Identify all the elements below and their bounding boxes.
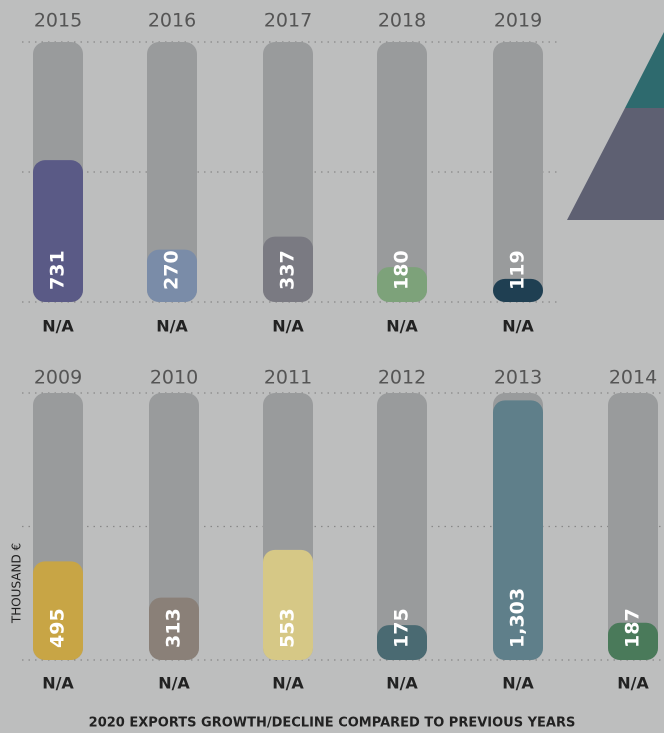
data-label: 187 — [622, 608, 644, 648]
bar — [33, 160, 83, 302]
decor-triangle — [625, 32, 664, 108]
decor-shape — [567, 108, 664, 220]
annotation: N/A — [617, 674, 649, 693]
footer: 2020 EXPORTS GROWTH/DECLINE COMPARED TO … — [89, 716, 576, 731]
x-tick-label: 2012 — [378, 367, 426, 389]
bar-track — [149, 393, 199, 660]
x-tick-label: 2017 — [264, 10, 312, 32]
data-label: 1,303 — [507, 588, 529, 648]
bar-track — [147, 42, 197, 302]
data-label: 553 — [277, 608, 299, 648]
annotation: N/A — [158, 674, 190, 693]
bar-track — [377, 42, 427, 302]
x-tick-label: 2018 — [378, 10, 426, 32]
data-label: 337 — [277, 250, 299, 290]
annotation: N/A — [42, 317, 74, 336]
data-label: 270 — [161, 250, 183, 290]
data-label: 495 — [47, 608, 69, 648]
x-tick-label: 2011 — [264, 367, 312, 389]
annotation: N/A — [42, 674, 74, 693]
x-tick-label: 2009 — [34, 367, 82, 389]
bar — [263, 549, 313, 660]
bar — [377, 267, 427, 302]
data-label: 313 — [163, 608, 185, 648]
annotation: N/A — [156, 317, 188, 336]
annotation: N/A — [272, 317, 304, 336]
data-label: 175 — [391, 608, 413, 648]
bar-track — [377, 393, 427, 660]
annotation: N/A — [502, 674, 534, 693]
data-label: 180 — [391, 250, 413, 290]
annotation: N/A — [272, 674, 304, 693]
bar — [493, 278, 543, 302]
x-tick-label: 2014 — [609, 367, 657, 389]
data-label: 731 — [47, 250, 69, 290]
annotation: N/A — [386, 317, 418, 336]
x-tick-label: 2019 — [494, 10, 542, 32]
x-tick-label: 2013 — [494, 367, 542, 389]
bar — [377, 625, 427, 660]
bar — [33, 561, 83, 660]
x-tick-label: 2015 — [34, 10, 82, 32]
annotation: N/A — [502, 317, 534, 336]
bar — [493, 400, 543, 660]
bar — [263, 236, 313, 302]
bar-track — [608, 393, 658, 660]
bar — [147, 249, 197, 302]
data-label: 119 — [507, 250, 529, 290]
annotation: N/A — [386, 674, 418, 693]
y-axis-label: THOUSAND € — [10, 543, 24, 624]
bar — [608, 622, 658, 660]
x-tick-label: 2010 — [150, 367, 198, 389]
bar-track — [493, 42, 543, 302]
x-tick-label: 2016 — [148, 10, 196, 32]
bar — [149, 597, 199, 660]
